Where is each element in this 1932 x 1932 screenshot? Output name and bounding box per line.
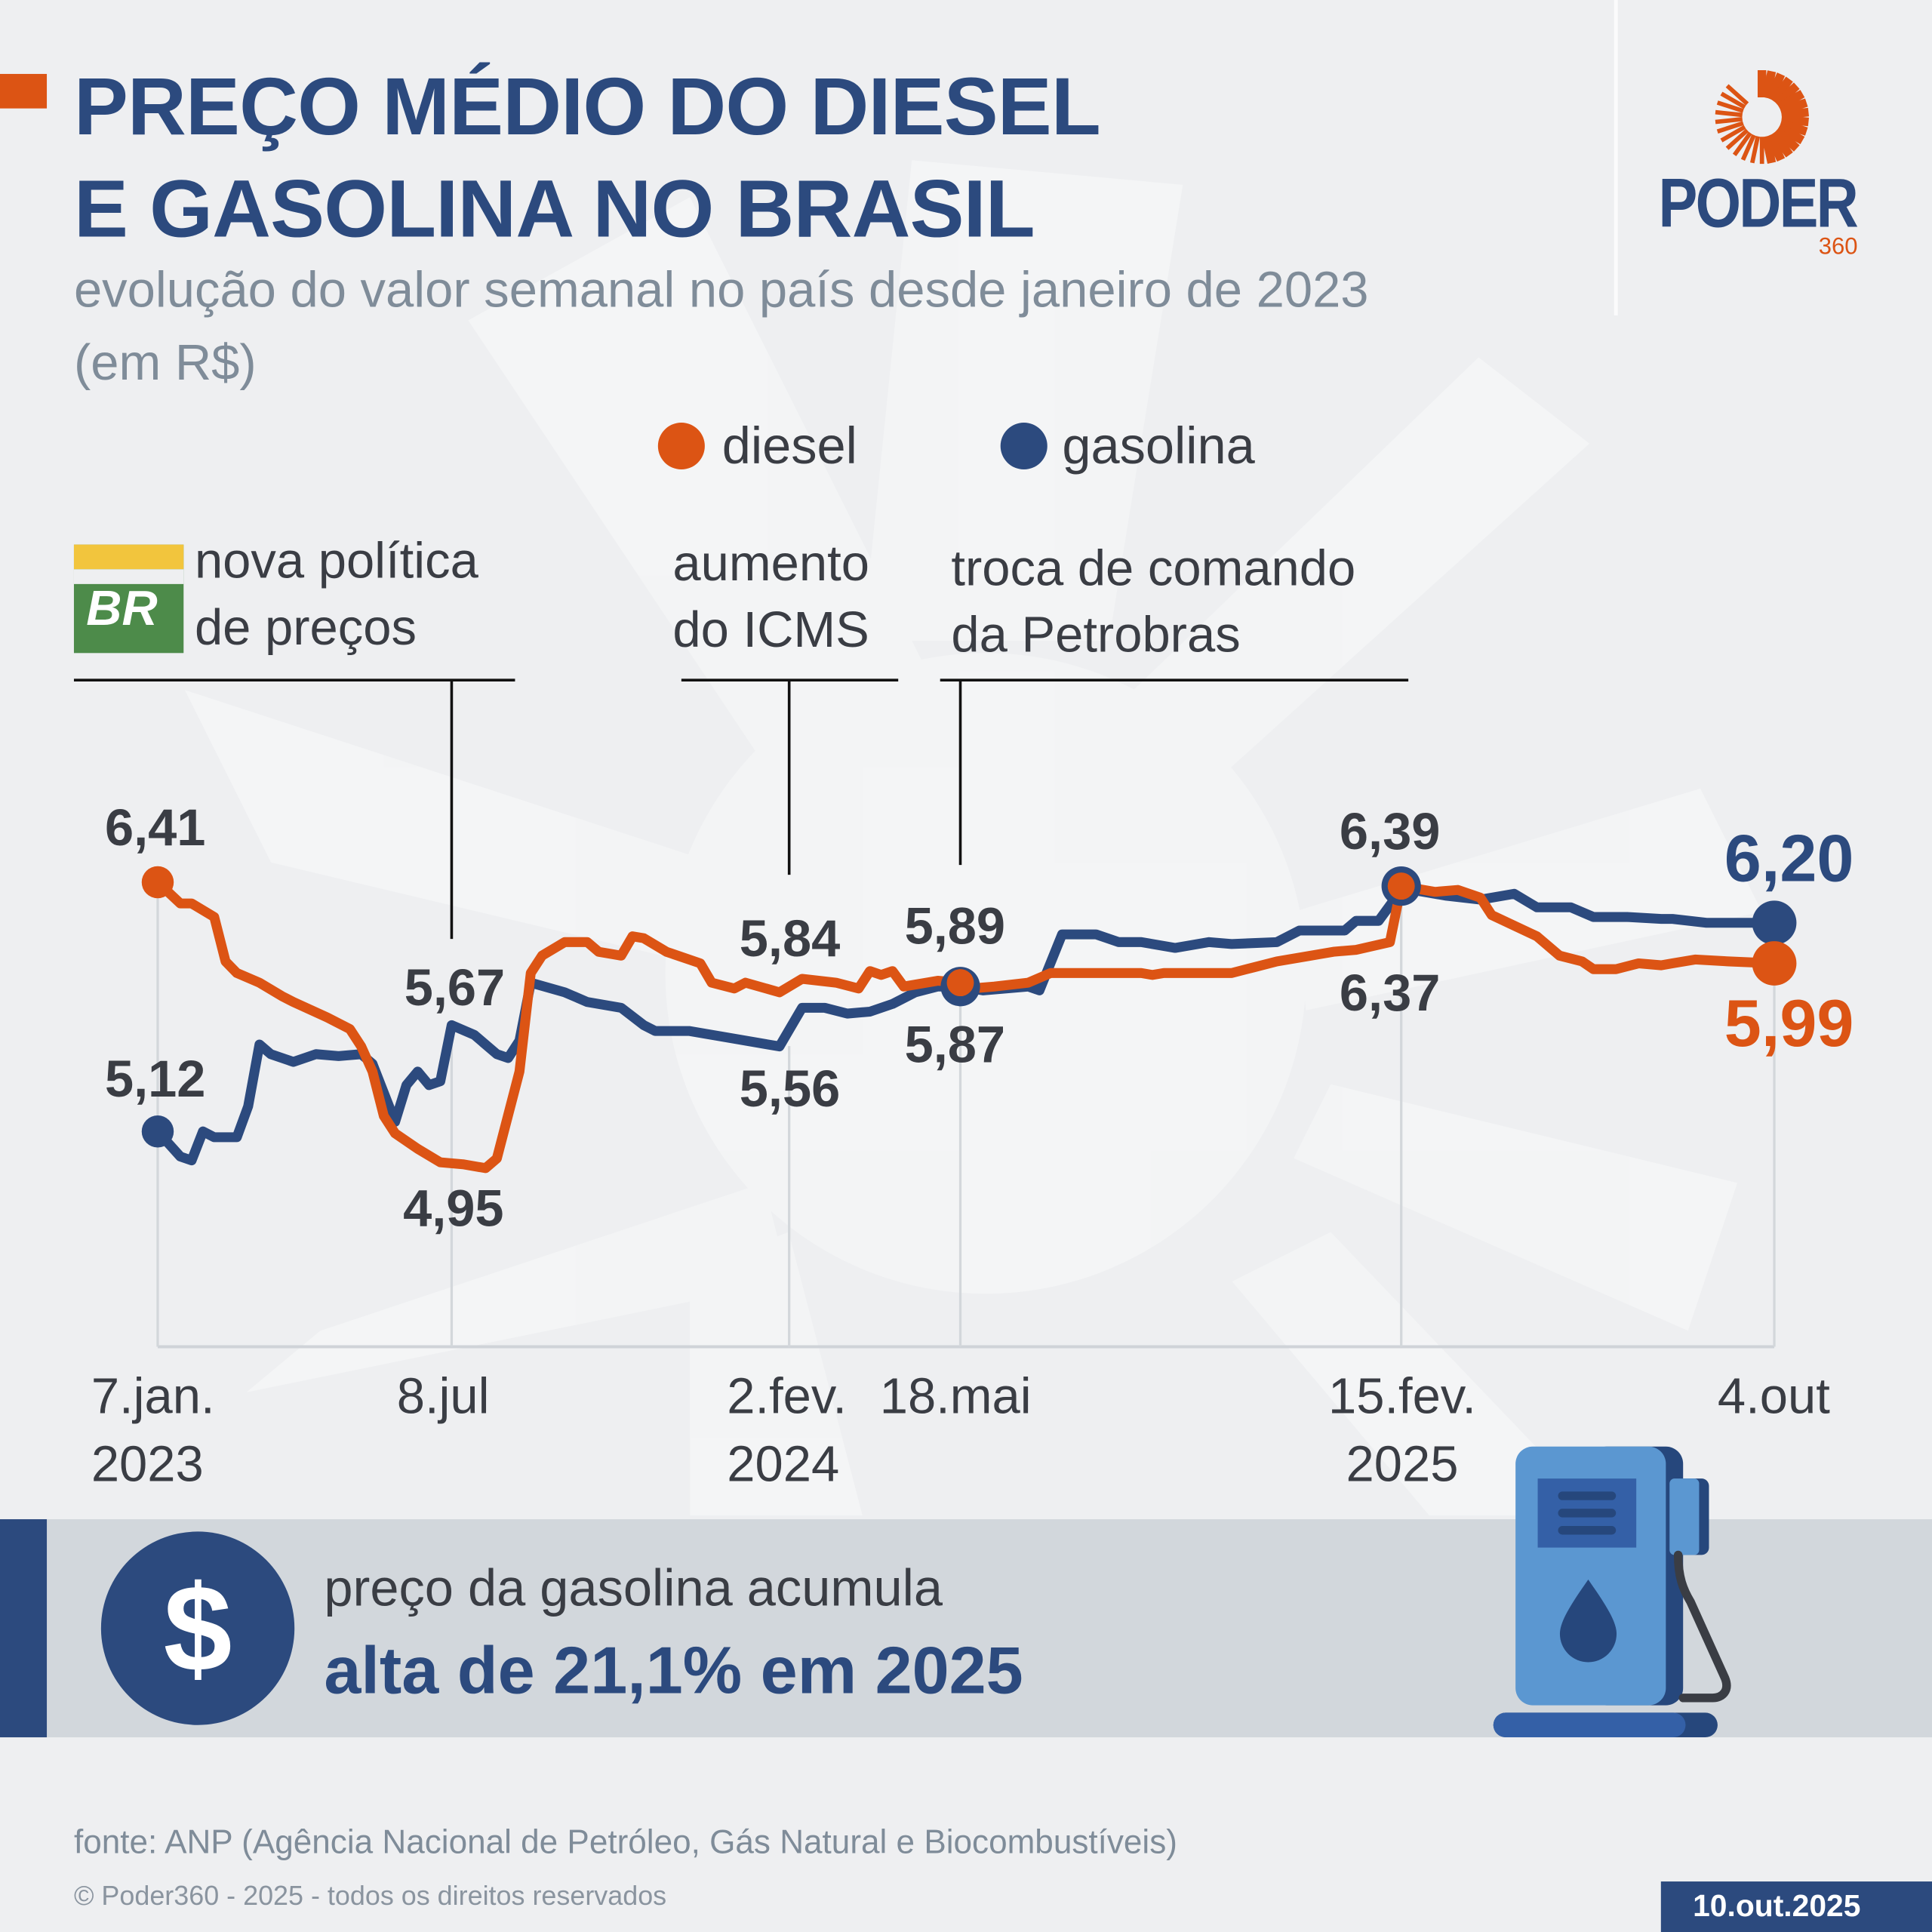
diesel-line [152,877,1780,1174]
gasolina-end-point [1752,900,1797,946]
subtitle-line1: evolução do valor semanal no país desde … [73,261,1369,318]
label-diesel-may24: 5,89 [904,897,1006,955]
page-title-line2: E GASOLINA NO BRASIL [73,162,1035,254]
diesel-feb25-point [1387,872,1415,900]
annotation-nova-politica: nova política de preços [195,528,478,660]
label-gasolina-may24: 5,87 [904,1015,1006,1074]
label-diesel-feb25: 6,39 [1339,801,1441,860]
poder360-logo: PODER 360 [1651,62,1885,272]
label-diesel-end: 5,99 [1724,986,1854,1061]
date-badge-text: 10.out.2025 [1693,1888,1861,1924]
banner-line1: preço da gasolina acumula [324,1558,943,1617]
annotation-icms: aumento do ICMS [672,530,869,663]
diesel-end-point [1752,941,1797,986]
copyright-note: © Poder360 - 2025 - todos os direitos re… [73,1880,667,1912]
label-gasolina-jul23: 5,67 [404,958,506,1017]
legend-gasolina-dot [1000,422,1048,470]
x-tick-label: 2.fev. 2024 [727,1367,848,1493]
label-gasolina-start: 5,12 [104,1050,206,1108]
x-tick-label: 8.jul [396,1367,490,1425]
date-badge: 10.out.2025 [1660,1881,1932,1932]
banner-accent [0,1519,48,1738]
header-divider [1614,0,1618,315]
x-tick-label: 4.out [1717,1367,1830,1425]
banner-line2: alta de 21,1% em 2025 [324,1633,1023,1708]
x-tick-label: 18.mai [879,1367,1032,1425]
subtitle-line2: (em R$) [73,334,257,391]
diesel-start-point [141,866,174,899]
legend-gasolina-label: gasolina [1062,416,1255,475]
legend-diesel-dot [657,422,705,470]
annotation-line: nova política [194,532,478,589]
label-gasolina-feb25: 6,37 [1339,963,1441,1022]
diesel-may24-point [946,969,974,997]
annotation-line: da Petrobras [951,606,1241,663]
logo-name: PODER [1658,164,1859,242]
label-gasolina-feb24: 5,56 [739,1060,841,1118]
dollar-icon: $ [100,1531,295,1725]
page-title-line1: PREÇO MÉDIO DO DIESEL [73,60,1101,152]
logo-suffix: 360 [1818,234,1858,260]
title-accent [0,73,48,109]
sun-icon [1715,70,1809,165]
label-diesel-jul23: 4,95 [403,1179,504,1238]
br-logo-text: BR [86,581,158,636]
gasolina-start-point [141,1115,174,1148]
x-tick-label: 7.jan. 2023 [91,1367,215,1493]
petrobras-br-logo: BR [73,544,184,654]
annotation-line: troca de comando [951,540,1356,597]
annotation-line: do ICMS [672,601,869,658]
label-gasolina-end: 6,20 [1724,821,1854,896]
annotation-line: aumento [672,534,869,592]
label-diesel-feb24: 5,84 [739,909,841,968]
source-note: fonte: ANP (Agência Nacional de Petróleo… [73,1823,1177,1861]
annotation-petrobras: troca de comando da Petrobras [951,535,1355,668]
legend-diesel-label: diesel [721,416,857,475]
x-tick-label: 15.fev. 2025 [1327,1367,1476,1493]
label-diesel-start: 6,41 [104,798,206,857]
annotation-line: de preços [194,598,417,656]
